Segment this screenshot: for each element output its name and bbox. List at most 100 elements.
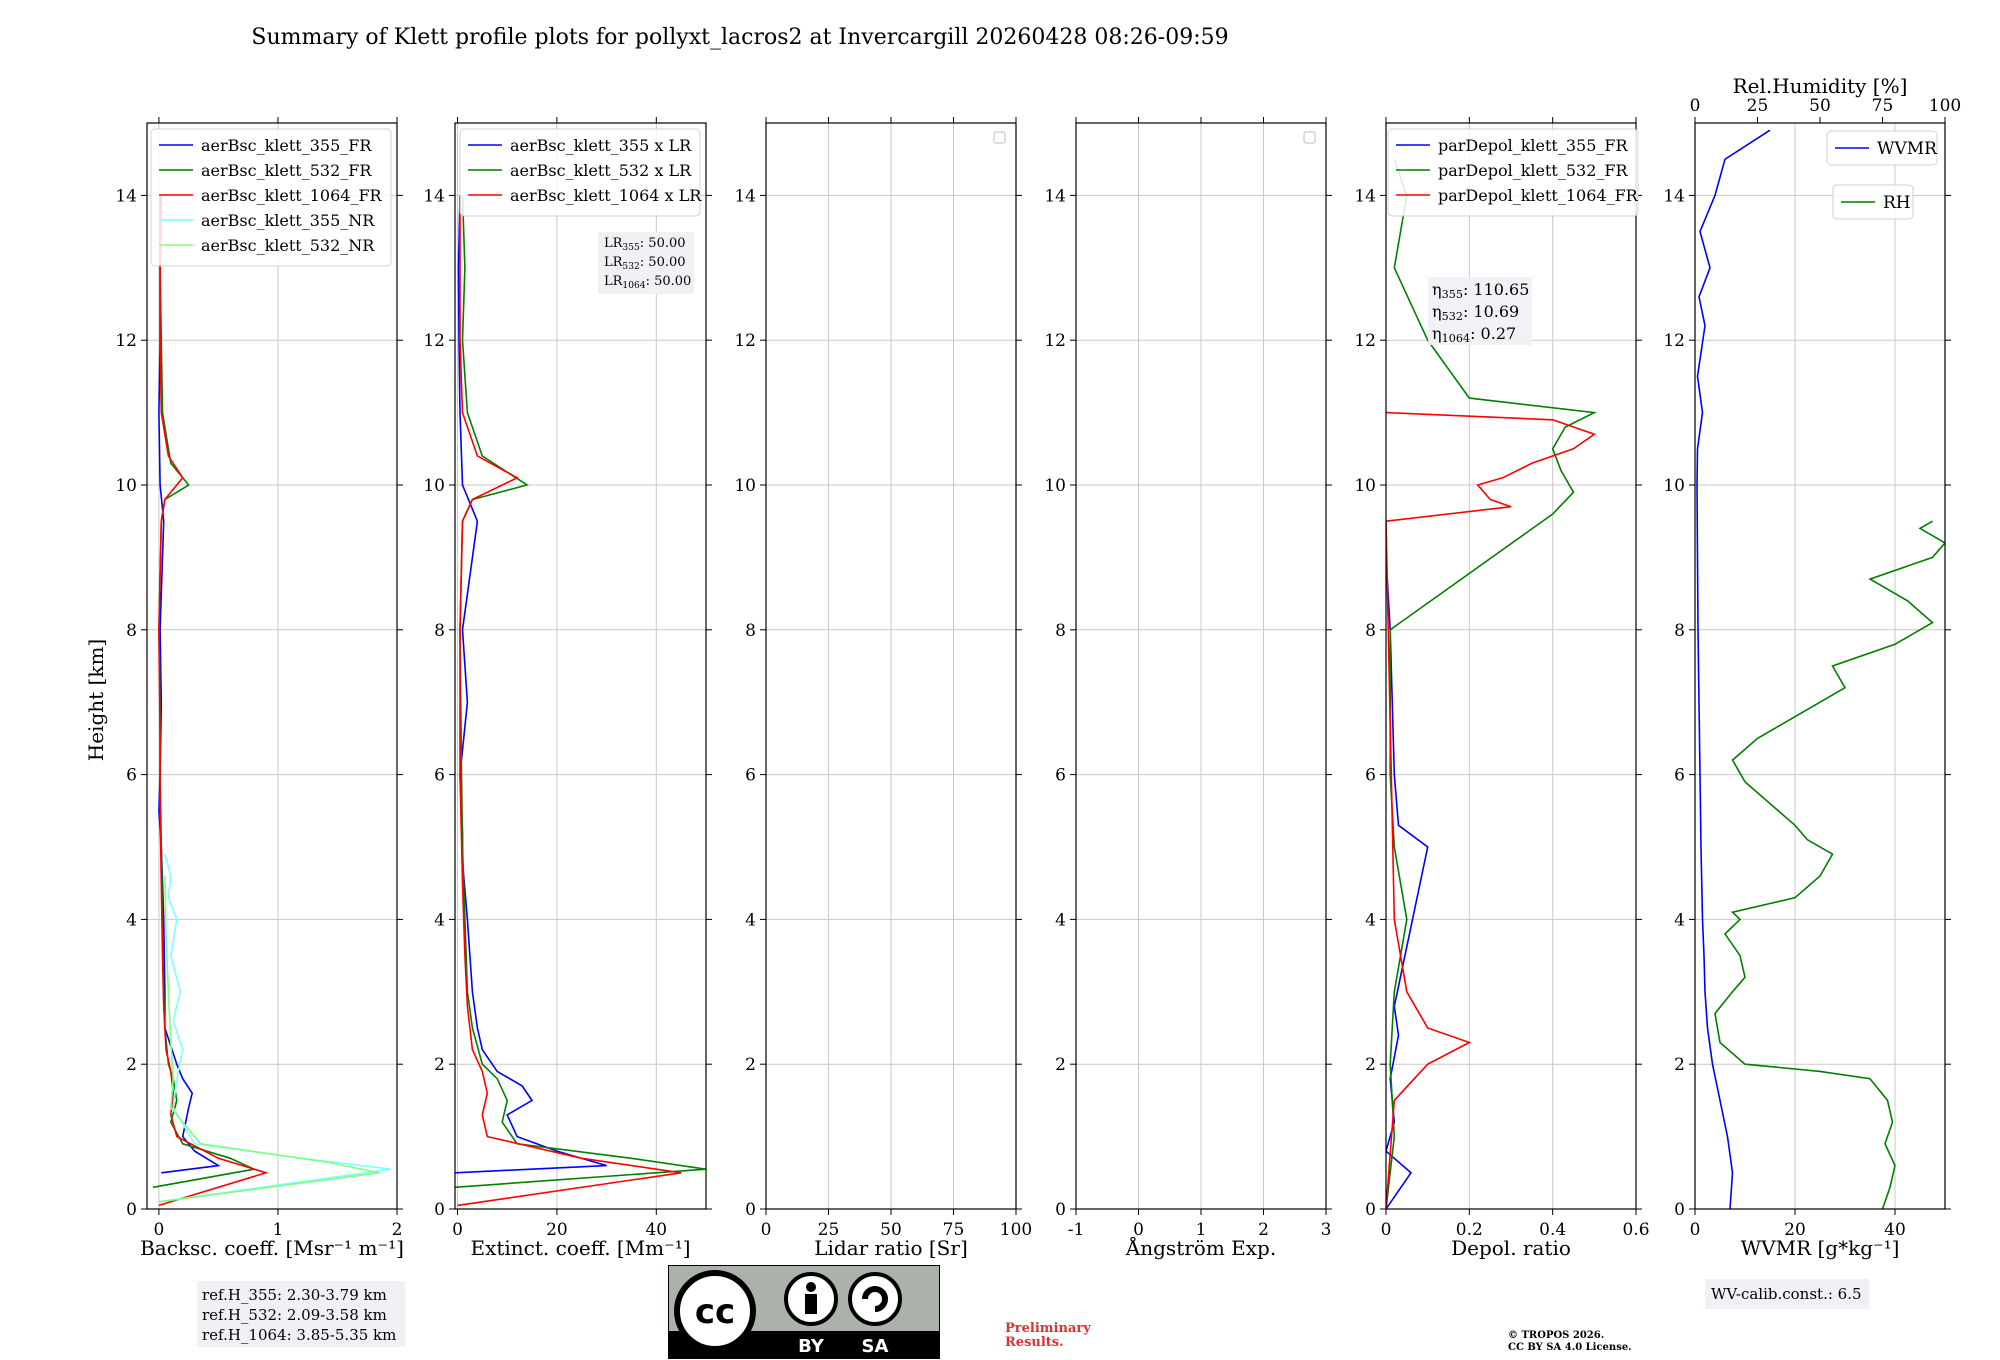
legend-label: aerBsc_klett_1064 x LR [510, 186, 702, 205]
y-tick-label: 10 [1663, 476, 1685, 496]
x-tick-label: -1 [1068, 1220, 1085, 1240]
series-line-aerBsc_klett_1064 x LR [457, 195, 682, 1207]
y-tick-label: 12 [1044, 331, 1066, 351]
y-tick-label: 14 [1354, 186, 1376, 206]
y-tick-label: 14 [423, 186, 445, 206]
x-axis-label: WVMR [g*kg⁻¹] [1741, 1236, 1900, 1260]
axes-frame [1385, 122, 1637, 1210]
x-tick-label: 40 [1884, 1220, 1906, 1240]
y-tick-label: 0 [434, 1200, 445, 1220]
lidar-ratio-box [598, 232, 694, 294]
y-tick-label: 14 [1663, 186, 1685, 206]
y-tick-label: 14 [115, 186, 137, 206]
y-tick-label: 12 [115, 331, 137, 351]
y-tick-label: 10 [423, 476, 445, 496]
legend-box-WVMR [1826, 130, 1938, 166]
legend-label: parDepol_klett_355_FR [1438, 136, 1629, 155]
y-tick-label: 2 [1365, 1055, 1376, 1075]
ref-h-355: ref.H_355: 2.30-3.79 km [202, 1286, 387, 1304]
empty-legend-box [993, 131, 1006, 144]
copyright-line-2: CC BY SA 4.0 License. [1508, 1342, 1632, 1353]
x-tick-label: 25 [818, 1220, 840, 1240]
x2-tick-label: 100 [1929, 96, 1961, 116]
y-tick-label: 4 [1674, 910, 1685, 930]
x2-tick-label: 50 [1809, 96, 1831, 116]
legend-label: aerBsc_klett_532 x LR [510, 161, 692, 180]
x-tick-label: 100 [1000, 1220, 1032, 1240]
x-tick-label: 0 [153, 1220, 164, 1240]
axes-frame [1694, 122, 1946, 1210]
preliminary-note: Preliminary Results. [1005, 1322, 1125, 1350]
legend-label: parDepol_klett_532_FR [1438, 161, 1629, 180]
y-tick-label: 4 [1365, 910, 1376, 930]
x2-tick-label: 75 [1872, 96, 1894, 116]
ref-h-532: ref.H_532: 2.09-3.58 km [202, 1306, 387, 1324]
legend-label: aerBsc_klett_355_NR [201, 211, 375, 230]
y-tick-label: 2 [1674, 1055, 1685, 1075]
y-tick-label: 8 [745, 621, 756, 641]
legend-label: aerBsc_klett_355_FR [201, 136, 372, 155]
x-axis-label: Backsc. coeff. [Msr⁻¹ m⁻¹] [140, 1236, 404, 1260]
eta-label: η355: 110.65 [1432, 280, 1529, 301]
y-tick-label: 8 [1365, 621, 1376, 641]
y-tick-label: 0 [1055, 1200, 1066, 1220]
x-axis-label: Ångström Exp. [1125, 1235, 1276, 1260]
y-tick-label: 14 [1044, 186, 1066, 206]
y-tick-label: 2 [434, 1055, 445, 1075]
legend-label: aerBsc_klett_532_FR [201, 161, 372, 180]
copyright-note: © TROPOS 2026. CC BY SA 4.0 License. [1508, 1330, 1708, 1354]
y-tick-label: 10 [1044, 476, 1066, 496]
y-tick-label: 6 [1674, 766, 1685, 786]
axes-frame [146, 122, 398, 1210]
legend-label: aerBsc_klett_355 x LR [510, 136, 692, 155]
x-tick-label: 40 [645, 1220, 667, 1240]
legend-box [150, 128, 392, 267]
y-tick-label: 0 [1674, 1200, 1685, 1220]
y-tick-label: 8 [126, 621, 137, 641]
x-tick-label: 0 [1381, 1220, 1392, 1240]
legend-label: aerBsc_klett_1064_FR [201, 186, 383, 205]
y-tick-label: 8 [1055, 621, 1066, 641]
legend-label-RH: RH [1883, 193, 1911, 213]
lidar-ratio-label: LR355: 50.00 [604, 236, 686, 253]
x-tick-label: 1 [1196, 1220, 1207, 1240]
sa-share-icon [848, 1272, 902, 1326]
panel-6: 0 20 40 0 2 4 6 8 10 12 14 0 25 50 75 100 Rel.Humidity [… [1663, 74, 1961, 1260]
copyright-line-1: © TROPOS 2026. [1508, 1330, 1605, 1341]
x-tick-label: 50 [880, 1220, 902, 1240]
empty-legend-box [1303, 131, 1316, 144]
x-tick-label: 0.2 [1456, 1220, 1483, 1240]
y-tick-label: 6 [1055, 766, 1066, 786]
y-tick-label: 12 [1354, 331, 1376, 351]
figure-title: Summary of Klett profile plots for polly… [251, 25, 1228, 50]
x2-tick-label: 0 [1690, 96, 1701, 116]
x-tick-label: 2 [392, 1220, 403, 1240]
y-tick-label: 6 [126, 766, 137, 786]
x-tick-label: 0.6 [1622, 1220, 1649, 1240]
axes-frame [454, 122, 707, 1210]
x-tick-label: 3 [1321, 1220, 1332, 1240]
panel-3: 0 25 50 75 100 0 2 4 6 8 10 12 14 Lidar ratio [Sr] [734, 117, 1032, 1260]
x-tick-label: 0 [1690, 1220, 1701, 1240]
series-line-WVMR [1696, 129, 1771, 1209]
series-line-aerBsc_klett_1064_FR [158, 195, 269, 1207]
y-tick-label: 0 [745, 1200, 756, 1220]
preliminary-line-1: Preliminary [1005, 1321, 1091, 1336]
y-tick-label: 10 [1354, 476, 1376, 496]
series-line-aerBsc_klett_532_NR [158, 875, 380, 1203]
y-tick-label: 14 [734, 186, 756, 206]
reference-height-box: ref.H_355: 2.30-3.79 km ref.H_532: 2.09-… [197, 1281, 405, 1347]
angstrom-eta-box [1428, 277, 1532, 345]
y-tick-label: 0 [1365, 1200, 1376, 1220]
y-axis-label: Height [km] [84, 639, 108, 761]
y-tick-label: 4 [434, 910, 445, 930]
y-tick-label: 4 [126, 910, 137, 930]
x-axis-label: Lidar ratio [Sr] [814, 1236, 968, 1260]
preliminary-line-2: Results. [1005, 1335, 1064, 1350]
x-tick-label: 0 [1133, 1220, 1144, 1240]
y-tick-label: 12 [734, 331, 756, 351]
series-line-aerBsc_klett_532 x LR [455, 195, 706, 1189]
legend-box [1387, 128, 1639, 217]
y-tick-label: 4 [745, 910, 756, 930]
